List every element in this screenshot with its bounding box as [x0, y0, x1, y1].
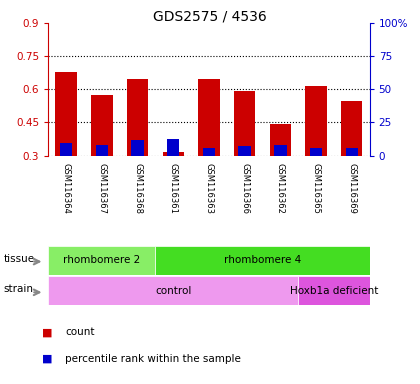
- Text: rhombomere 2: rhombomere 2: [63, 255, 140, 265]
- Bar: [270, 124, 291, 156]
- Bar: [60, 143, 72, 156]
- Text: GSM116363: GSM116363: [205, 164, 213, 215]
- Bar: [234, 91, 255, 156]
- Text: ■: ■: [42, 354, 52, 364]
- Text: percentile rank within the sample: percentile rank within the sample: [65, 354, 241, 364]
- Bar: [127, 79, 148, 156]
- Text: ■: ■: [42, 327, 52, 337]
- Text: rhombomere 4: rhombomere 4: [224, 255, 301, 265]
- Bar: [346, 148, 358, 156]
- Text: GSM116367: GSM116367: [97, 164, 106, 215]
- Bar: [55, 71, 77, 156]
- Bar: [155, 246, 370, 275]
- Text: GDS2575 / 4536: GDS2575 / 4536: [153, 10, 267, 23]
- Text: GSM116368: GSM116368: [133, 164, 142, 215]
- Bar: [131, 140, 144, 156]
- Text: Hoxb1a deficient: Hoxb1a deficient: [290, 286, 378, 296]
- Bar: [167, 139, 179, 156]
- Bar: [274, 145, 286, 156]
- Bar: [198, 79, 220, 156]
- Bar: [341, 101, 362, 156]
- Bar: [298, 276, 370, 305]
- Text: GSM116362: GSM116362: [276, 164, 285, 214]
- Text: GSM116365: GSM116365: [312, 164, 320, 214]
- Text: strain: strain: [4, 285, 34, 295]
- Bar: [310, 148, 322, 156]
- Bar: [305, 86, 327, 156]
- Text: GSM116366: GSM116366: [240, 164, 249, 215]
- Bar: [96, 145, 108, 156]
- Bar: [239, 146, 251, 156]
- Bar: [91, 95, 113, 156]
- Text: GSM116369: GSM116369: [347, 164, 356, 214]
- Bar: [48, 246, 155, 275]
- Bar: [203, 148, 215, 156]
- Bar: [48, 276, 298, 305]
- Text: GSM116364: GSM116364: [62, 164, 71, 214]
- Text: tissue: tissue: [4, 254, 35, 264]
- Bar: [163, 152, 184, 156]
- Text: GSM116361: GSM116361: [169, 164, 178, 214]
- Text: control: control: [155, 286, 192, 296]
- Text: count: count: [65, 327, 94, 337]
